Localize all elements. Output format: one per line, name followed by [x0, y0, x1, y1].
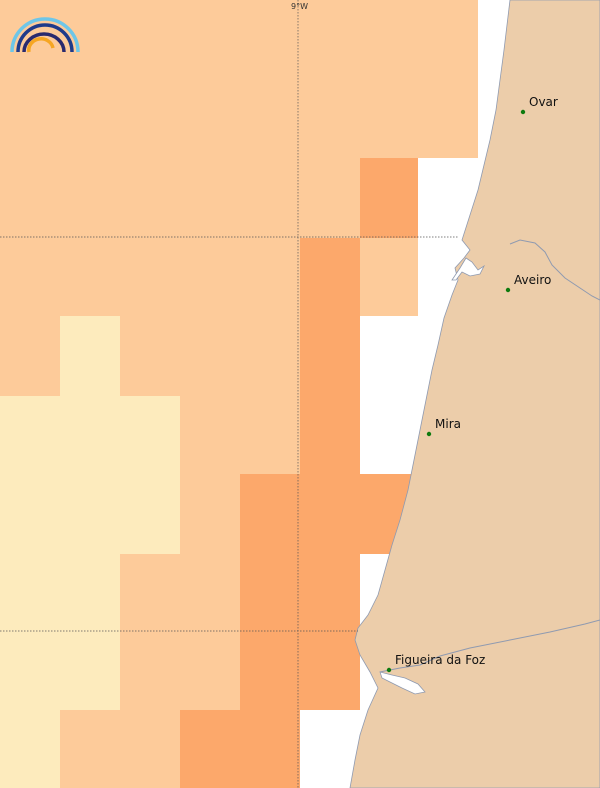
place-mira[interactable]: Mira [426, 417, 461, 437]
aveiro-lagoon [451, 257, 486, 281]
river-vouga [509, 239, 600, 301]
place-aveiro[interactable]: Aveiro [505, 273, 552, 293]
grid-cell [240, 554, 360, 710]
forecast-grid [0, 0, 478, 788]
graticule: 9°W [0, 0, 458, 788]
river-mondego [379, 619, 600, 673]
grid-cell [240, 474, 420, 554]
grid-cell [0, 710, 60, 788]
grid-cell [180, 710, 300, 788]
grid-cell [120, 554, 240, 710]
city-dot [386, 667, 392, 673]
place-ovar[interactable]: Ovar [520, 95, 558, 115]
land-mass [349, 0, 600, 788]
city-dot [426, 431, 432, 437]
grid-cell [360, 238, 418, 316]
place-figueira-da-foz[interactable]: Figueira da Foz [386, 653, 486, 673]
grid-cell [60, 710, 180, 788]
place-label-ovar: Ovar [529, 95, 558, 109]
grid-cell [300, 238, 360, 474]
place-label-mira: Mira [435, 417, 461, 431]
grid-cell [60, 316, 120, 396]
grid-cell [0, 316, 60, 396]
mondego-estuary [379, 671, 426, 695]
longitude-label: 9°W [291, 2, 308, 11]
grid-cell [180, 474, 240, 554]
rainbow-logo-icon[interactable] [10, 17, 80, 53]
places: Ovar Aveiro Mira Figueira da Foz [386, 95, 558, 673]
place-label-aveiro: Aveiro [514, 273, 551, 287]
city-dot [520, 109, 526, 115]
grid-cell [180, 396, 300, 474]
grid-cell [360, 158, 418, 238]
grid-cell [0, 0, 478, 158]
city-dot [505, 287, 511, 293]
grid-cell [0, 396, 180, 554]
grid-cell [0, 554, 120, 710]
grid-cell [120, 316, 300, 396]
place-label-figueira-da-foz: Figueira da Foz [395, 653, 485, 667]
